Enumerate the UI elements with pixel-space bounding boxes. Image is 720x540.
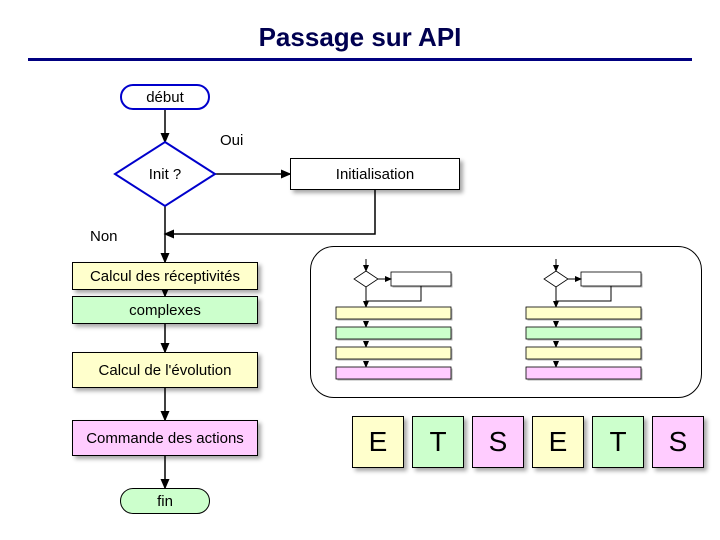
letter-S: S bbox=[652, 416, 704, 468]
node-fin: fin bbox=[120, 488, 210, 514]
node-complexes: complexes bbox=[72, 296, 258, 324]
node-evolution: Calcul de l'évolution bbox=[72, 352, 258, 388]
node-initialisation: Initialisation bbox=[290, 158, 460, 190]
letter-T: T bbox=[412, 416, 464, 468]
letter-T: T bbox=[592, 416, 644, 468]
letter-E: E bbox=[352, 416, 404, 468]
node-recept: Calcul des réceptivités bbox=[72, 262, 258, 290]
edge-label: Non bbox=[90, 228, 118, 245]
letter-E: E bbox=[532, 416, 584, 468]
mini-flow-panel bbox=[310, 246, 702, 398]
node-debut: début bbox=[120, 84, 210, 110]
svg-text:Init ?: Init ? bbox=[149, 166, 182, 183]
edge-label: Oui bbox=[220, 132, 243, 149]
letter-S: S bbox=[472, 416, 524, 468]
node-commande: Commande des actions bbox=[72, 420, 258, 456]
